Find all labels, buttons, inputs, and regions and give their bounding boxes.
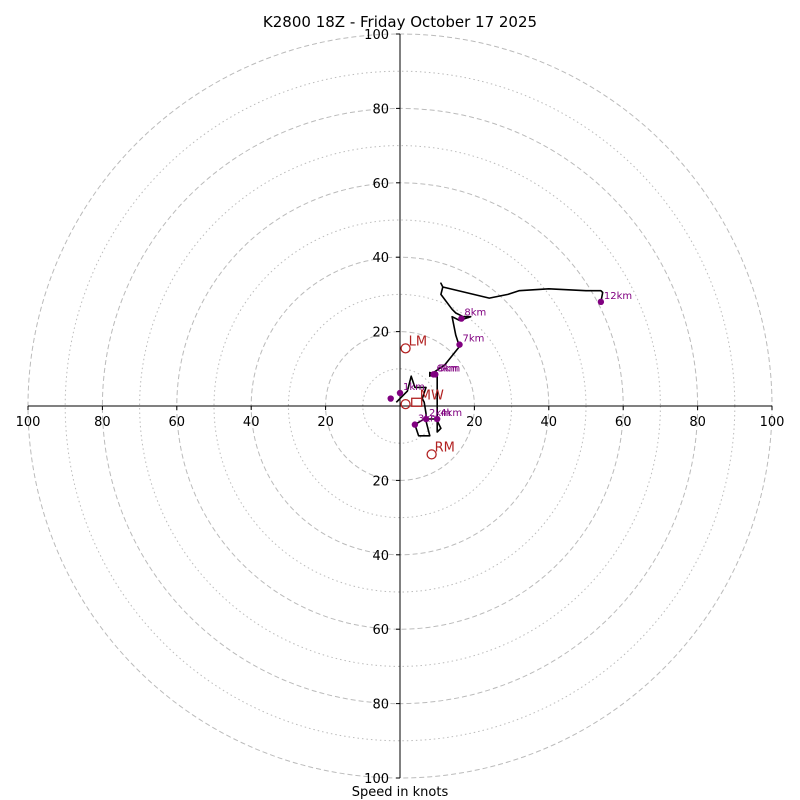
x-axis-label: Speed in knots [352, 785, 449, 800]
x-tick-label: 20 [466, 415, 483, 430]
y-tick-label: 40 [372, 251, 389, 266]
height-marker-label: 8km [464, 308, 486, 319]
y-tick-label: 20 [372, 326, 389, 341]
storm-motion-marker [426, 449, 437, 460]
x-tick-label: 40 [243, 415, 260, 430]
height-marker-dot [456, 341, 463, 348]
y-tick-label: 100 [364, 772, 389, 787]
y-tick-label: 80 [372, 102, 389, 117]
mean-wind-marker [411, 397, 423, 407]
axes [28, 34, 772, 778]
x-tick-label: 80 [94, 415, 111, 430]
height-marker-dot [387, 395, 394, 402]
height-marker-label: 6km [436, 363, 458, 374]
x-tick-label: 20 [317, 415, 334, 430]
height-marker-dot [396, 389, 404, 397]
height-marker-label: 2km [429, 408, 451, 419]
x-tick-label: 100 [760, 415, 785, 430]
chart-title: K2800 18Z - Friday October 17 2025 [263, 13, 537, 31]
y-tick-label: 100 [364, 28, 389, 43]
x-tick-label: 60 [615, 415, 632, 430]
height-marker-dot [434, 415, 441, 423]
height-marker-dot [458, 315, 465, 322]
height-marker-label: 4km [440, 408, 462, 419]
x-tick-label: 60 [169, 415, 186, 430]
height-marker-label: 3km [418, 414, 440, 425]
storm-motion-label: RM [435, 440, 455, 455]
y-tick-label: 60 [372, 177, 389, 192]
storm-motion-label: LM [409, 334, 427, 349]
storm-motion-marker [400, 343, 411, 354]
tick-labels: 100 80 60 40 20 20 40 60 80 100 100 80 60 40 20 20 40 60 8… [16, 28, 785, 787]
height-marker-dot [430, 371, 437, 378]
x-tick-label: 80 [689, 415, 706, 430]
x-tick-label: 40 [541, 415, 558, 430]
y-tick-label: 40 [372, 549, 389, 564]
storm-motion-markers: LM RM MW [400, 334, 455, 460]
height-marker-label: 7km [463, 334, 485, 345]
height-marker-dot [597, 298, 605, 306]
y-tick-label: 60 [372, 623, 389, 638]
y-tick-label: 20 [372, 474, 389, 489]
height-marker-dot [422, 415, 430, 423]
height-marker-label: 5km [438, 363, 460, 374]
storm-motion-label: MW [420, 388, 444, 403]
height-marker-label: 12km [604, 291, 632, 302]
x-tick-label: 100 [16, 415, 41, 430]
storm-motion-marker [400, 398, 411, 410]
y-tick-label: 80 [372, 698, 389, 713]
height-marker-dot [411, 421, 419, 428]
height-marker-label: 1km [403, 382, 425, 393]
